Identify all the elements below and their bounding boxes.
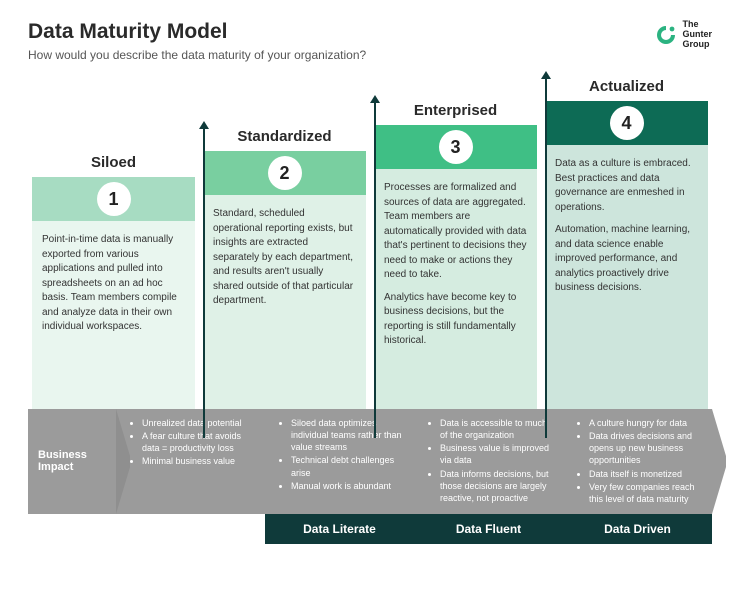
stage-description: Processes are formalized and sources of … [374,169,537,409]
stage-number-bar: 3 [374,125,537,169]
stage-paragraph: Standard, scheduled operational reportin… [213,207,356,309]
bottom-labels: Data LiterateData FluentData Driven [28,514,712,544]
impact-item: A fear culture that avoids data = produc… [142,430,257,454]
impact-item: Business value is improved via data [440,442,555,466]
impact-cells: Unrealized data potentialA fear culture … [116,409,712,514]
stage-column-2: Standardized 2 Standard, scheduled operati… [199,78,370,409]
stage-column-4: Actualized 4 Data as a culture is embraced… [541,78,712,409]
logo: The Gunter Group [654,20,712,50]
impact-label: Business Impact [28,409,116,514]
stage-paragraph: Point-in-time data is manually exported … [42,233,185,335]
stage-number: 4 [610,106,644,140]
stage-number: 3 [439,130,473,164]
stage-number-bar: 1 [32,177,195,221]
page-title: Data Maturity Model [28,20,366,44]
arrow-up-icon [203,128,205,438]
stage-number: 1 [97,182,131,216]
stage-column-1: Siloed 1 Point-in-time data is manually ex… [28,78,199,409]
impact-cell: Data is accessible to much of the organi… [414,409,563,514]
impact-cell: Siloed data optimizes individual teams r… [265,409,414,514]
impact-cell: A culture hungry for dataData drives dec… [563,409,712,514]
arrow-up-icon [374,102,376,438]
arrow-up-icon [545,78,547,438]
bottom-label [116,514,265,544]
impact-item: A culture hungry for data [589,417,704,429]
title-block: Data Maturity Model How would you descri… [28,20,366,62]
stage-label: Actualized [545,78,708,95]
stage-paragraph: Automation, machine learning, and data s… [555,223,698,296]
business-impact-row: Business Impact Unrealized data potentia… [28,409,712,514]
stage-description: Point-in-time data is manually exported … [32,221,195,409]
stage-number-bar: 2 [203,151,366,195]
impact-item: Minimal business value [142,455,257,467]
logo-text: The Gunter Group [682,20,712,50]
stage-column-3: Enterprised 3 Processes are formalized and… [370,78,541,409]
stage-description: Data as a culture is embraced. Best prac… [545,145,708,409]
logo-icon [654,23,678,47]
impact-item: Data is accessible to much of the organi… [440,417,555,441]
impact-item: Siloed data optimizes individual teams r… [291,417,406,453]
stage-number-bar: 4 [545,101,708,145]
bottom-label: Data Literate [265,514,414,544]
bottom-label: Data Driven [563,514,712,544]
impact-item: Data drives decisions and opens up new b… [589,430,704,466]
stage-description: Standard, scheduled operational reportin… [203,195,366,409]
impact-item: Data informs decisions, but those decisi… [440,468,555,504]
stage-paragraph: Analytics have become key to business de… [384,291,527,349]
bottom-label: Data Fluent [414,514,563,544]
impact-item: Data itself is monetized [589,468,704,480]
impact-item: Very few companies reach this level of d… [589,481,704,505]
stage-label: Siloed [32,154,195,171]
header: Data Maturity Model How would you descri… [28,20,712,62]
stage-paragraph: Processes are formalized and sources of … [384,181,527,283]
stage-label: Standardized [203,128,366,145]
page-subtitle: How would you describe the data maturity… [28,48,366,62]
bottom-spacer [28,514,116,544]
stage-number: 2 [268,156,302,190]
impact-item: Technical debt challenges arise [291,454,406,478]
stage-label: Enterprised [374,102,537,119]
stage-paragraph: Data as a culture is embraced. Best prac… [555,157,698,215]
impact-item: Manual work is abundant [291,480,406,492]
impact-cell: Unrealized data potentialA fear culture … [116,409,265,514]
stages-grid: Siloed 1 Point-in-time data is manually ex… [28,78,712,409]
impact-item: Unrealized data potential [142,417,257,429]
